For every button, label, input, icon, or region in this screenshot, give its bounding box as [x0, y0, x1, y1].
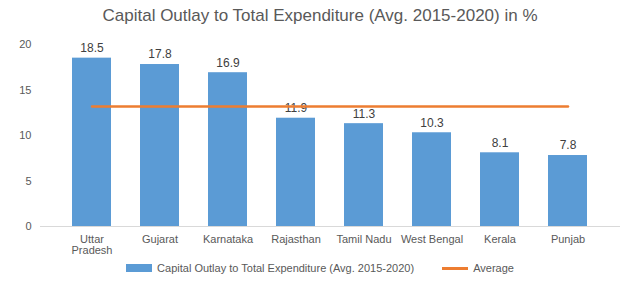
svg-text:15: 15: [19, 84, 31, 96]
svg-text:Gujarat: Gujarat: [142, 233, 178, 245]
html-text:Capital Outlay to Total Expend: Capital Outlay to Total Expenditure (Avg…: [157, 262, 415, 274]
svg-text:7.8: 7.8: [560, 138, 577, 152]
svg-text:11.3: 11.3: [353, 107, 376, 121]
svg-text:5: 5: [25, 175, 31, 187]
svg-text:20: 20: [19, 38, 31, 50]
svg-text:10.3: 10.3: [420, 116, 444, 130]
svg-text:Karnataka: Karnataka: [203, 233, 254, 245]
svg-text:16.9: 16.9: [216, 56, 240, 70]
html-text:Capital Outlay to Total Expend: Capital Outlay to Total Expenditure (Avg…: [102, 6, 538, 25]
svg-text:18.5: 18.5: [80, 41, 104, 55]
svg-text:17.8: 17.8: [148, 47, 172, 61]
svg-text:Rajasthan: Rajasthan: [271, 233, 321, 245]
svg-text:10: 10: [19, 129, 31, 141]
svg-text:Tamil Nadu: Tamil Nadu: [336, 233, 391, 245]
svg-text:11.9: 11.9: [285, 101, 308, 115]
svg-text:Punjab: Punjab: [551, 233, 585, 245]
svg-text:UttarPradesh: UttarPradesh: [72, 233, 113, 256]
svg-text:0: 0: [25, 220, 31, 232]
html-text:Average: Average: [473, 262, 514, 274]
svg-text:8.1: 8.1: [492, 136, 509, 150]
svg-text:Kerala: Kerala: [484, 233, 517, 245]
svg-text:West Bengal: West Bengal: [401, 233, 463, 245]
